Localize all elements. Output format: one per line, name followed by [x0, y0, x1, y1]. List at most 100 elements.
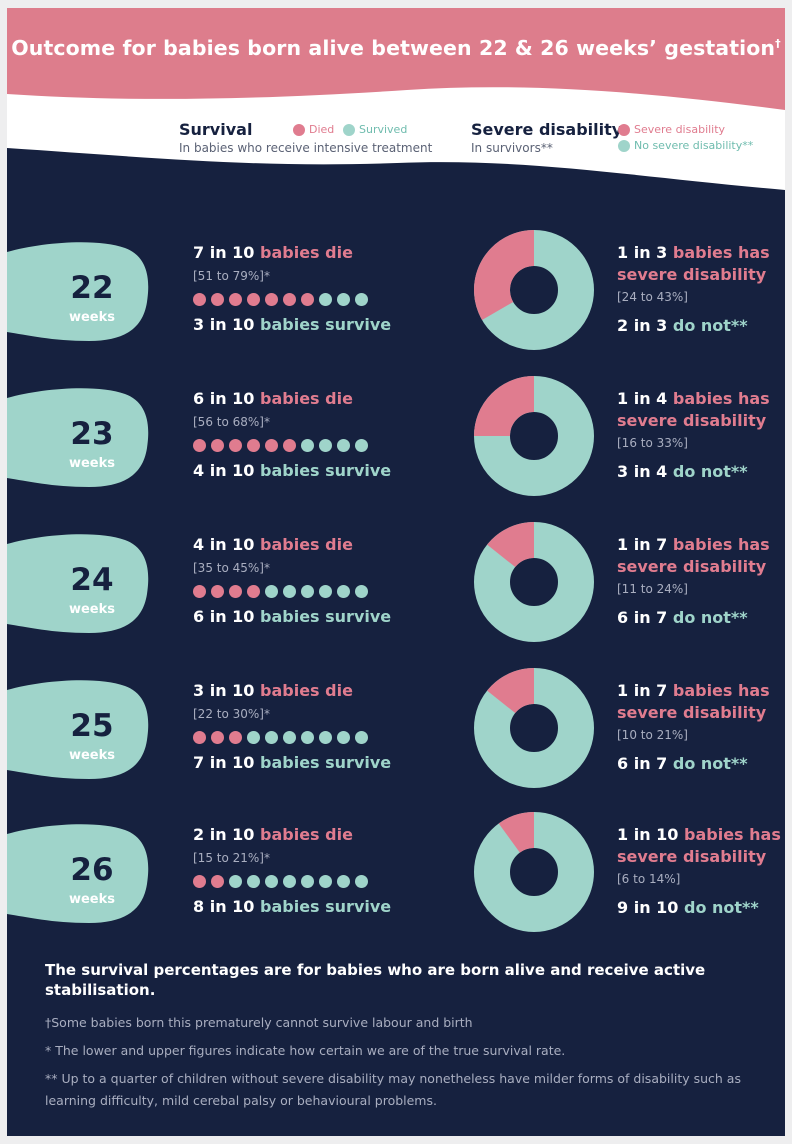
teal-dot-icon [618, 139, 630, 152]
severe-segment [474, 376, 536, 438]
no-disability-statement: 6 in 7 do not** [617, 608, 748, 627]
disability-legend-subtitle: In survivors** [471, 141, 553, 155]
outcome-dots [193, 439, 373, 452]
footnote-dagger: †Some babies born this prematurely canno… [45, 1015, 473, 1030]
died-dot [265, 293, 278, 306]
died-dot [229, 293, 242, 306]
died-dot [229, 731, 242, 744]
disability-donut [474, 668, 594, 788]
week-row-26: 26 weeks 2 in 10 babies die [15 to 21%]*… [7, 812, 785, 952]
survived-dot [265, 585, 278, 598]
week-blob [7, 824, 149, 923]
die-range: [56 to 68%]* [193, 415, 270, 429]
page-title: Outcome for babies born alive between 22… [11, 36, 781, 60]
disability-range: [6 to 14%] [617, 872, 681, 886]
no-severe-segment [474, 812, 594, 932]
disability-range: [24 to 43%] [617, 290, 688, 304]
survived-dot [337, 875, 350, 888]
die-range: [15 to 21%]* [193, 851, 270, 865]
footnote-asterisk: * The lower and upper figures indicate h… [45, 1043, 566, 1058]
outcome-dots [193, 731, 373, 744]
pink-dot-icon [293, 123, 305, 136]
disability-statement: 1 in 7 babies has [617, 535, 770, 554]
pink-dot-icon [618, 123, 630, 136]
legend-died: Died [293, 123, 334, 136]
disability-statement-cont: severe disability [617, 703, 767, 722]
survived-dot [337, 439, 350, 452]
severe-segment [487, 668, 536, 714]
died-dot [211, 293, 224, 306]
survive-statement: 8 in 10 babies survive [193, 897, 392, 916]
no-disability-statement: 2 in 3 do not** [617, 316, 748, 335]
disability-donut [474, 230, 594, 350]
disability-statement: 1 in 4 babies has [617, 389, 770, 408]
survived-dot [319, 439, 332, 452]
died-dot [193, 293, 206, 306]
died-dot [211, 731, 224, 744]
died-dot [265, 439, 278, 452]
survived-dot [319, 875, 332, 888]
survived-dot [355, 293, 368, 306]
died-dot [229, 439, 242, 452]
disability-range: [11 to 24%] [617, 582, 688, 596]
week-row-24: 24 weeks 4 in 10 babies die [35 to 45%]*… [7, 522, 785, 662]
week-number: 25 [70, 708, 114, 744]
survived-dot [355, 585, 368, 598]
legend-no-severe: No severe disability** [618, 139, 753, 152]
no-disability-statement: 9 in 10 do not** [617, 898, 759, 917]
died-dot [211, 875, 224, 888]
died-dot [229, 585, 242, 598]
week-blob [7, 680, 149, 779]
header-background [7, 8, 785, 190]
footer-statement: The survival percentages are for babies … [45, 961, 706, 999]
week-number: 26 [70, 852, 114, 888]
survived-dot [319, 293, 332, 306]
survival-legend-title: Survival [179, 120, 253, 139]
disability-statement: 1 in 3 babies has [617, 243, 770, 262]
died-dot [247, 585, 260, 598]
survived-dot [229, 875, 242, 888]
died-dot [283, 293, 296, 306]
die-range: [51 to 79%]* [193, 269, 270, 283]
survived-dot [283, 875, 296, 888]
week-label: weeks [68, 456, 116, 471]
week-blob [7, 534, 149, 633]
survived-dot [355, 875, 368, 888]
week-number: 23 [70, 416, 114, 452]
survived-dot [319, 731, 332, 744]
died-dot [193, 585, 206, 598]
infographic: Outcome for babies born alive between 22… [7, 8, 785, 1136]
week-row-23: 23 weeks 6 in 10 babies die [56 to 68%]*… [7, 376, 785, 516]
disability-statement-cont: severe disability [617, 411, 767, 430]
legend-survived: Survived [343, 123, 407, 136]
survived-dot [265, 875, 278, 888]
week-blob [7, 388, 149, 487]
disability-statement: 1 in 7 babies has [617, 681, 770, 700]
survived-dot [265, 731, 278, 744]
die-statement: 4 in 10 babies die [193, 535, 353, 554]
week-label: weeks [68, 748, 116, 763]
disability-donut [474, 812, 594, 932]
survived-dot [301, 585, 314, 598]
died-dot [301, 293, 314, 306]
footnote-double-asterisk: ** Up to a quarter of children without s… [45, 1071, 741, 1108]
survival-legend-subtitle: In babies who receive intensive treatmen… [179, 141, 433, 155]
die-statement: 7 in 10 babies die [193, 243, 353, 262]
survived-dot [247, 731, 260, 744]
disability-statement-cont: severe disability [617, 265, 767, 284]
week-row-22: 22 weeks 7 in 10 babies die [51 to 79%]*… [7, 230, 785, 370]
outcome-dots [193, 293, 373, 306]
week-row-25: 25 weeks 3 in 10 babies die [22 to 30%]*… [7, 668, 785, 808]
died-dot [283, 439, 296, 452]
die-statement: 3 in 10 babies die [193, 681, 353, 700]
die-range: [35 to 45%]* [193, 561, 270, 575]
week-blob [7, 242, 149, 341]
died-dot [247, 293, 260, 306]
survived-dot [337, 731, 350, 744]
survived-dot [337, 293, 350, 306]
die-range: [22 to 30%]* [193, 707, 270, 721]
survived-dot [355, 439, 368, 452]
survive-statement: 4 in 10 babies survive [193, 461, 392, 480]
disability-legend-title: Severe disability [471, 120, 623, 139]
severe-segment [498, 812, 536, 854]
